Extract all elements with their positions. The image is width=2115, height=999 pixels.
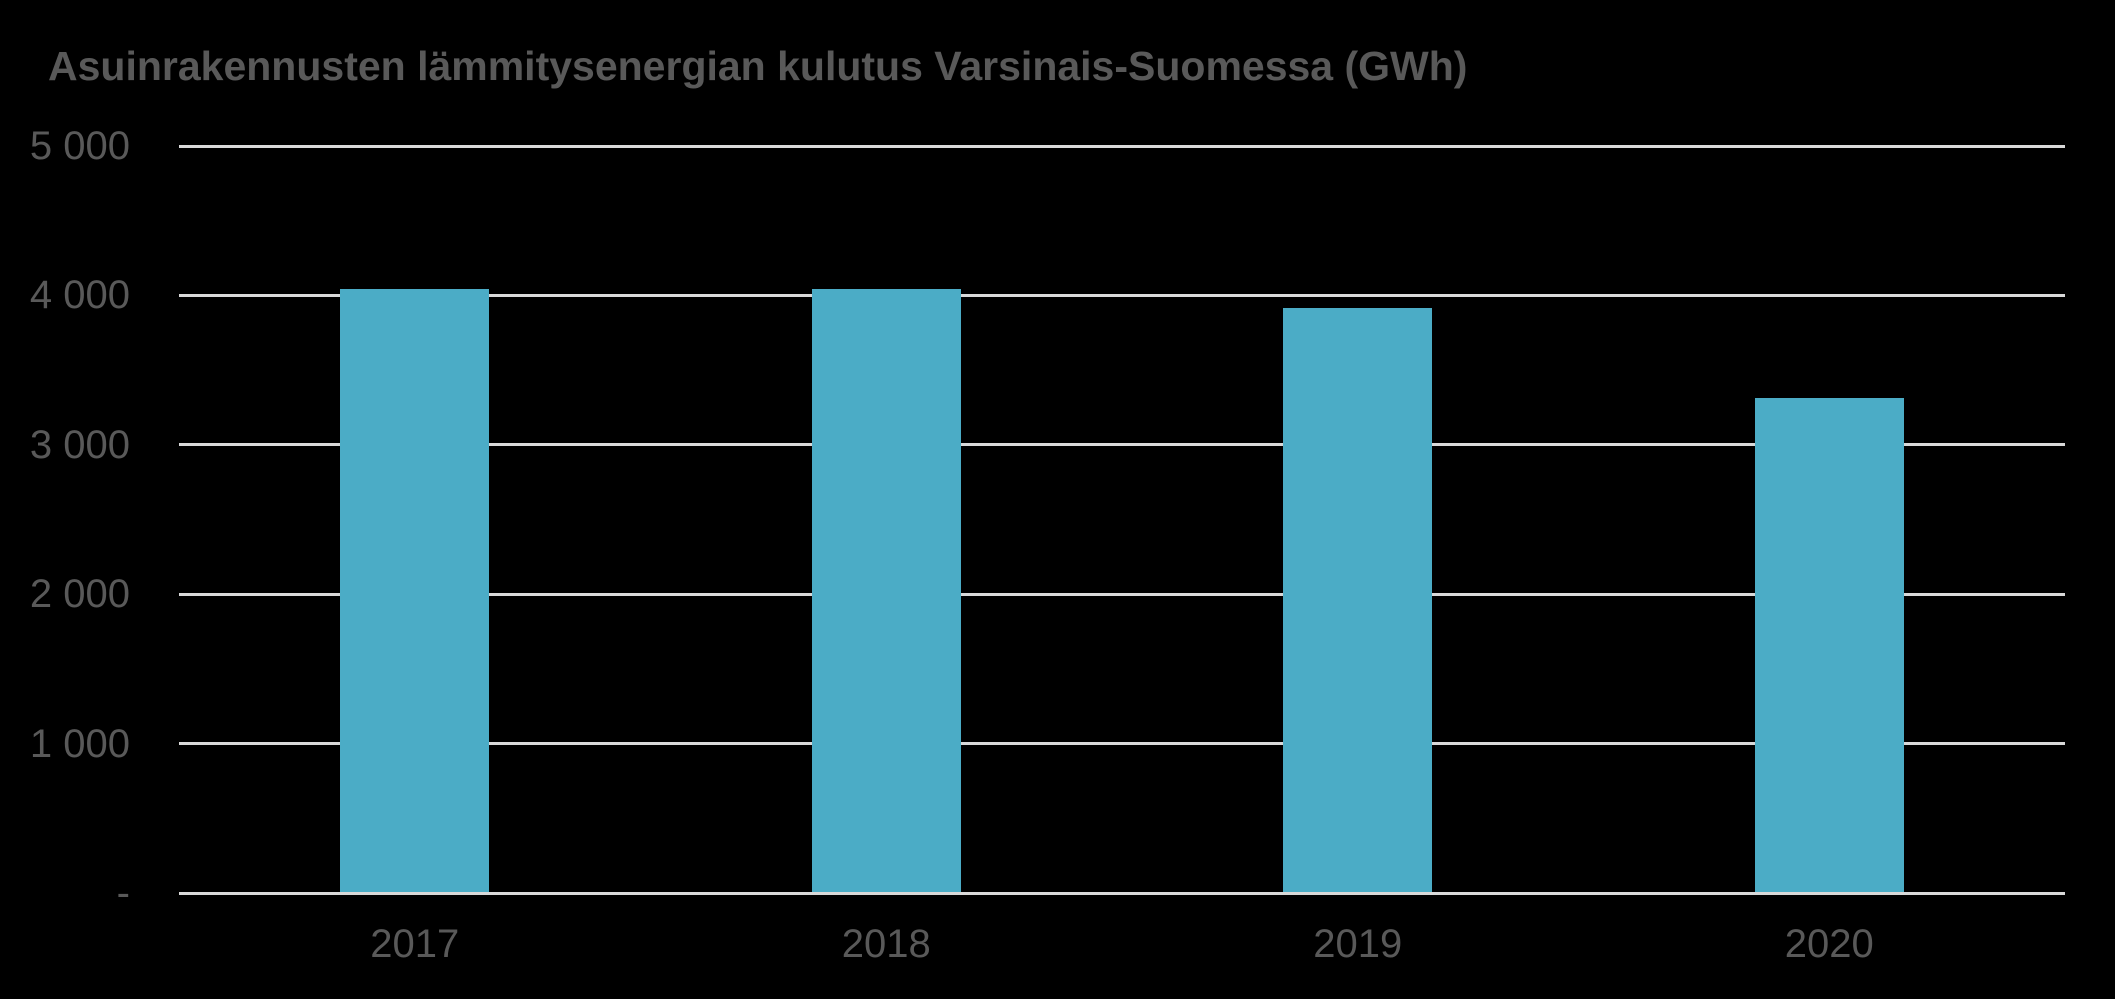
y-tick-label: 5 000 — [29, 124, 130, 168]
bars-layer — [179, 146, 2065, 893]
y-tick-label: - — [116, 871, 130, 915]
gridline — [179, 592, 2065, 596]
bar-2017 — [340, 289, 490, 893]
y-tick-label: 3 000 — [29, 422, 130, 467]
gridline — [179, 293, 2065, 297]
gridlines-layer — [179, 144, 2065, 895]
x-axis-line — [179, 891, 2065, 895]
chart-title: Asuinrakennusten lämmitysenergian kulutu… — [48, 43, 1468, 89]
plot-area — [179, 144, 2065, 895]
x-tick-label: 2019 — [1313, 922, 1403, 966]
y-tick-label: 2 000 — [29, 572, 130, 617]
x-tick-label: 2018 — [841, 922, 931, 966]
x-tick-label: 2020 — [1784, 922, 1874, 966]
bar-2018 — [811, 289, 961, 893]
bar-2020 — [1754, 397, 1904, 893]
x-tick-label: 2017 — [370, 922, 460, 966]
y-tick-label: 4 000 — [29, 273, 130, 318]
gridline — [179, 144, 2065, 148]
gridline — [179, 443, 2065, 447]
gridline — [179, 742, 2065, 746]
y-tick-label: 1 000 — [29, 721, 130, 766]
bar-2019 — [1283, 308, 1433, 893]
